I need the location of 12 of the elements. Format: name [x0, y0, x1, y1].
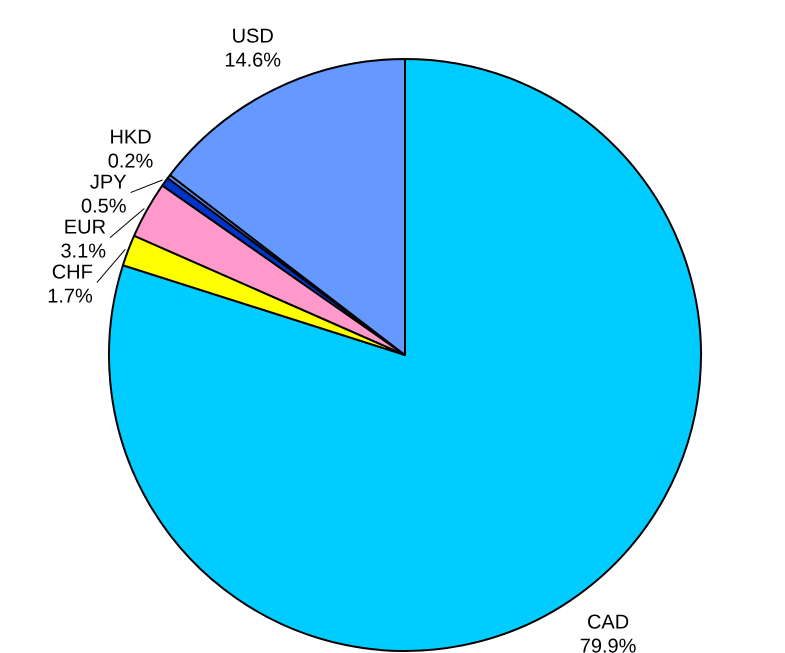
data-label: 1.7%	[47, 286, 94, 308]
data-label: 3.1%	[60, 240, 106, 263]
data-label: 14.6%	[224, 50, 282, 72]
slice-label: JPY	[90, 172, 127, 194]
slice-label: CAD	[586, 612, 630, 634]
data-label: 0.2%	[108, 150, 154, 173]
slice-label: CHF	[52, 262, 93, 284]
slice-label: USD	[232, 26, 274, 48]
slice-label: EUR	[64, 216, 106, 239]
data-label: 0.5%	[80, 196, 127, 218]
slice-label: HKD	[109, 126, 152, 149]
data-label: 79.9%	[580, 636, 637, 653]
